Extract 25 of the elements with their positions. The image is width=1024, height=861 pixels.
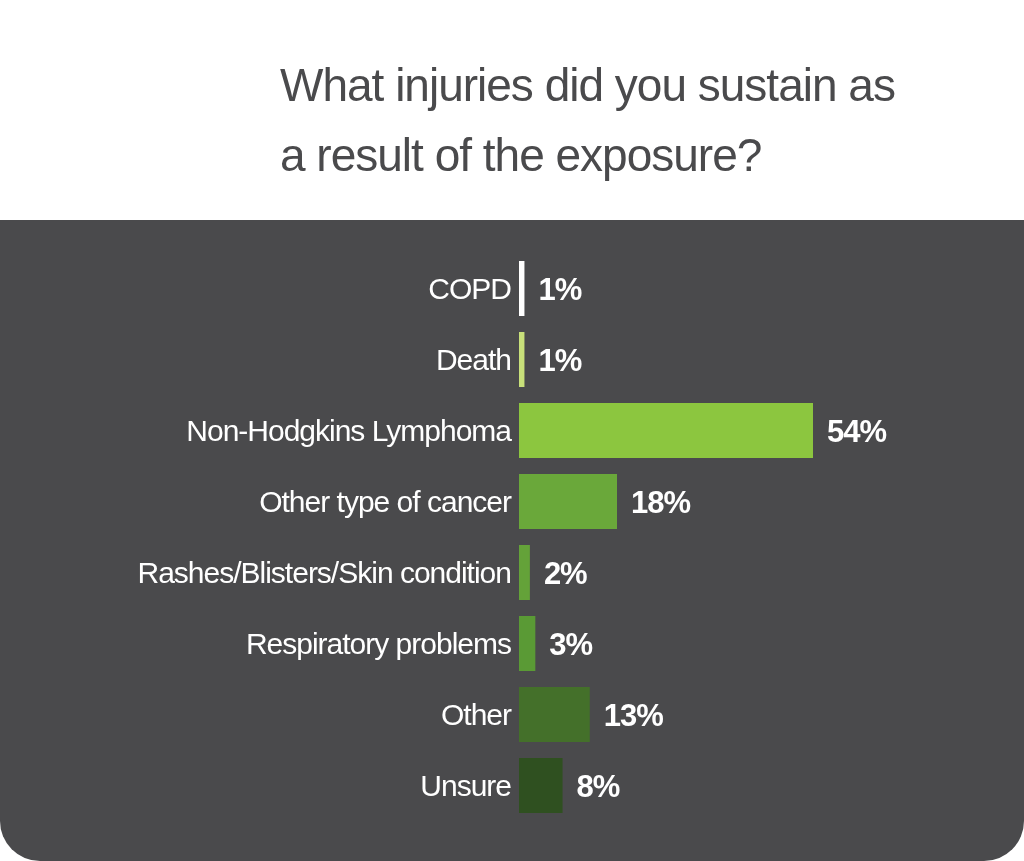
data-label: 2% — [543, 555, 588, 591]
data-label: 3% — [549, 626, 593, 662]
data-label: 8% — [576, 768, 620, 804]
bar — [519, 687, 590, 742]
y-tick-label: Unsure — [420, 769, 512, 802]
bar — [519, 332, 525, 387]
bar — [519, 474, 617, 529]
y-tick-label: Other type of cancer — [259, 485, 512, 518]
bar — [519, 261, 525, 316]
data-label: 1% — [538, 271, 582, 307]
data-label: 13% — [603, 697, 664, 733]
data-label: 54% — [827, 413, 887, 449]
bar — [519, 403, 813, 458]
y-tick-label: Respiratory problems — [245, 627, 511, 660]
data-label: 1% — [538, 342, 582, 378]
y-tick-label: Other — [440, 698, 513, 731]
chart-title: What injuries did you sustain as a result of the exposure? — [280, 58, 896, 183]
y-tick-label: COPD — [428, 272, 512, 305]
bar — [519, 616, 536, 671]
data-label: 18% — [631, 484, 691, 520]
bar — [519, 545, 530, 600]
y-tick-label: Rashes/Blisters/Skin condition — [137, 556, 511, 589]
y-tick-label: Non-Hodgkins Lymphoma — [186, 414, 513, 447]
y-tick-label: Death — [435, 343, 511, 376]
bar — [519, 758, 563, 813]
